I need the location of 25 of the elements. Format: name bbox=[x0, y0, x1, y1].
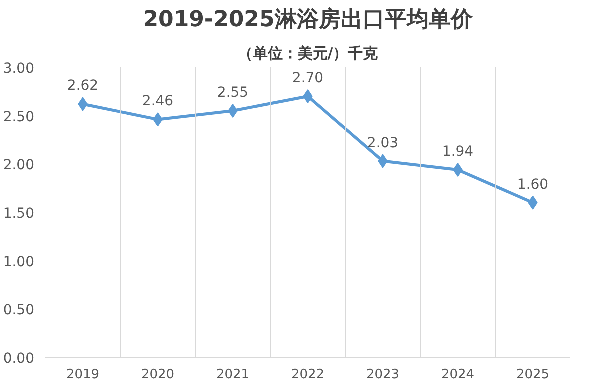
y-tick-label: 1.00 bbox=[3, 254, 34, 270]
y-tick-label: 0.00 bbox=[3, 351, 34, 367]
data-label: 1.94 bbox=[442, 144, 474, 160]
x-tick-label: 2023 bbox=[366, 368, 400, 381]
data-label: 2.03 bbox=[367, 135, 399, 152]
point bbox=[303, 90, 313, 104]
data-label: 2.46 bbox=[142, 94, 174, 110]
chart-title: 2019-2025淋浴房出口平均单价 bbox=[143, 6, 474, 32]
x-tick-label: 2021 bbox=[216, 368, 250, 381]
point bbox=[228, 104, 238, 118]
x-tick-label: 2025 bbox=[516, 368, 550, 381]
y-tick-label: 2.50 bbox=[3, 109, 34, 126]
x-tick-label: 2024 bbox=[441, 368, 475, 381]
data-label: 1.60 bbox=[517, 176, 549, 193]
data-label: 2.55 bbox=[217, 85, 249, 101]
y-tick-label: 0.50 bbox=[3, 302, 34, 319]
data-label: 2.70 bbox=[292, 70, 324, 86]
y-tick-label: 1.50 bbox=[3, 206, 34, 222]
data-label: 2.62 bbox=[67, 78, 99, 94]
y-tick-label: 2.00 bbox=[3, 158, 34, 174]
x-tick-label: 2020 bbox=[141, 368, 175, 381]
x-tick-label: 2022 bbox=[291, 368, 325, 381]
x-tick-label: 2019 bbox=[66, 368, 100, 381]
y-tick-label: 3.00 bbox=[3, 61, 34, 77]
chart-subtitle: （单位：美元/）千克 bbox=[238, 44, 380, 62]
